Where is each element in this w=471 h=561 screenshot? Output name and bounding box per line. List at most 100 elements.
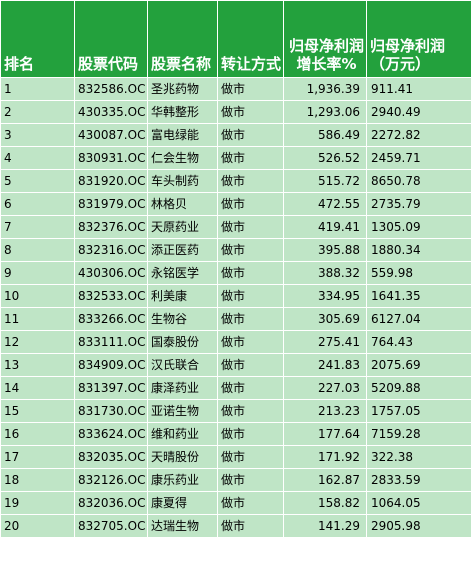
cell-rank: 9: [0, 261, 75, 285]
cell-stock-name: 富电绿能: [147, 123, 218, 147]
cell-transfer-method: 做市: [217, 146, 284, 170]
cell-transfer-method: 做市: [217, 445, 284, 469]
header-stock-code: 股票代码: [74, 0, 148, 78]
cell-net-profit: 1064.05: [366, 491, 471, 515]
cell-stock-name: 康夏得: [147, 491, 218, 515]
cell-transfer-method: 做市: [217, 261, 284, 285]
cell-stock-code: 832376.OC: [74, 215, 148, 239]
cell-stock-name: 利美康: [147, 284, 218, 308]
header-net-profit: 归母净利润（万元）: [366, 0, 471, 78]
table-row: 15 831730.OC 亚诺生物 做市 213.23 1757.05: [0, 399, 471, 423]
cell-profit-growth: 586.49: [283, 123, 367, 147]
cell-profit-growth: 213.23: [283, 399, 367, 423]
cell-rank: 1: [0, 77, 75, 101]
cell-net-profit: 322.38: [366, 445, 471, 469]
cell-profit-growth: 1,293.06: [283, 100, 367, 124]
header-rank: 排名: [0, 0, 75, 78]
table-row: 19 832036.OC 康夏得 做市 158.82 1064.05: [0, 491, 471, 515]
cell-net-profit: 2075.69: [366, 353, 471, 377]
cell-transfer-method: 做市: [217, 307, 284, 331]
cell-stock-code: 430306.OC: [74, 261, 148, 285]
cell-profit-growth: 177.64: [283, 422, 367, 446]
cell-transfer-method: 做市: [217, 491, 284, 515]
cell-profit-growth: 141.29: [283, 514, 367, 538]
cell-net-profit: 2272.82: [366, 123, 471, 147]
cell-profit-growth: 227.03: [283, 376, 367, 400]
cell-rank: 12: [0, 330, 75, 354]
table-row: 12 833111.OC 国泰股份 做市 275.41 764.43: [0, 330, 471, 354]
cell-rank: 5: [0, 169, 75, 193]
cell-rank: 15: [0, 399, 75, 423]
cell-stock-name: 达瑞生物: [147, 514, 218, 538]
cell-rank: 6: [0, 192, 75, 216]
cell-net-profit: 6127.04: [366, 307, 471, 331]
cell-profit-growth: 419.41: [283, 215, 367, 239]
table-row: 4 830931.OC 仁会生物 做市 526.52 2459.71: [0, 146, 471, 170]
cell-stock-code: 832035.OC: [74, 445, 148, 469]
cell-transfer-method: 做市: [217, 399, 284, 423]
cell-net-profit: 1880.34: [366, 238, 471, 262]
cell-rank: 8: [0, 238, 75, 262]
cell-stock-code: 830931.OC: [74, 146, 148, 170]
cell-profit-growth: 472.55: [283, 192, 367, 216]
header-row: 排名 股票代码 股票名称 转让方式 归母净利润增长率% 归母净利润（万元）: [0, 0, 471, 78]
cell-transfer-method: 做市: [217, 468, 284, 492]
table-row: 13 834909.OC 汉氏联合 做市 241.83 2075.69: [0, 353, 471, 377]
cell-stock-name: 汉氏联合: [147, 353, 218, 377]
cell-net-profit: 8650.78: [366, 169, 471, 193]
cell-profit-growth: 388.32: [283, 261, 367, 285]
table-row: 7 832376.OC 天原药业 做市 419.41 1305.09: [0, 215, 471, 239]
cell-profit-growth: 395.88: [283, 238, 367, 262]
cell-stock-name: 天原药业: [147, 215, 218, 239]
cell-net-profit: 2735.79: [366, 192, 471, 216]
cell-stock-code: 832126.OC: [74, 468, 148, 492]
cell-profit-growth: 241.83: [283, 353, 367, 377]
cell-net-profit: 764.43: [366, 330, 471, 354]
cell-net-profit: 911.41: [366, 77, 471, 101]
cell-stock-name: 生物谷: [147, 307, 218, 331]
cell-net-profit: 2905.98: [366, 514, 471, 538]
cell-stock-name: 亚诺生物: [147, 399, 218, 423]
cell-profit-growth: 515.72: [283, 169, 367, 193]
cell-rank: 7: [0, 215, 75, 239]
cell-transfer-method: 做市: [217, 514, 284, 538]
cell-profit-growth: 1,936.39: [283, 77, 367, 101]
cell-net-profit: 2940.49: [366, 100, 471, 124]
cell-net-profit: 559.98: [366, 261, 471, 285]
cell-rank: 13: [0, 353, 75, 377]
cell-net-profit: 1305.09: [366, 215, 471, 239]
cell-stock-code: 832036.OC: [74, 491, 148, 515]
cell-stock-name: 仁会生物: [147, 146, 218, 170]
cell-rank: 2: [0, 100, 75, 124]
cell-profit-growth: 334.95: [283, 284, 367, 308]
cell-stock-name: 永铭医学: [147, 261, 218, 285]
table-row: 8 832316.OC 添正医药 做市 395.88 1880.34: [0, 238, 471, 262]
table-row: 9 430306.OC 永铭医学 做市 388.32 559.98: [0, 261, 471, 285]
cell-transfer-method: 做市: [217, 353, 284, 377]
table-row: 3 430087.OC 富电绿能 做市 586.49 2272.82: [0, 123, 471, 147]
cell-rank: 10: [0, 284, 75, 308]
cell-stock-code: 832533.OC: [74, 284, 148, 308]
cell-net-profit: 7159.28: [366, 422, 471, 446]
cell-stock-code: 832705.OC: [74, 514, 148, 538]
cell-rank: 3: [0, 123, 75, 147]
cell-profit-growth: 275.41: [283, 330, 367, 354]
cell-stock-name: 康泽药业: [147, 376, 218, 400]
cell-profit-growth: 162.87: [283, 468, 367, 492]
cell-stock-code: 832586.OC: [74, 77, 148, 101]
table-row: 2 430335.OC 华韩整形 做市 1,293.06 2940.49: [0, 100, 471, 124]
cell-stock-name: 康乐药业: [147, 468, 218, 492]
cell-transfer-method: 做市: [217, 169, 284, 193]
cell-net-profit: 1757.05: [366, 399, 471, 423]
cell-stock-code: 833111.OC: [74, 330, 148, 354]
cell-transfer-method: 做市: [217, 77, 284, 101]
cell-rank: 4: [0, 146, 75, 170]
cell-net-profit: 5209.88: [366, 376, 471, 400]
cell-stock-code: 833624.OC: [74, 422, 148, 446]
table-row: 14 831397.OC 康泽药业 做市 227.03 5209.88: [0, 376, 471, 400]
table-row: 6 831979.OC 林格贝 做市 472.55 2735.79: [0, 192, 471, 216]
table-row: 16 833624.OC 维和药业 做市 177.64 7159.28: [0, 422, 471, 446]
cell-net-profit: 1641.35: [366, 284, 471, 308]
cell-stock-code: 832316.OC: [74, 238, 148, 262]
